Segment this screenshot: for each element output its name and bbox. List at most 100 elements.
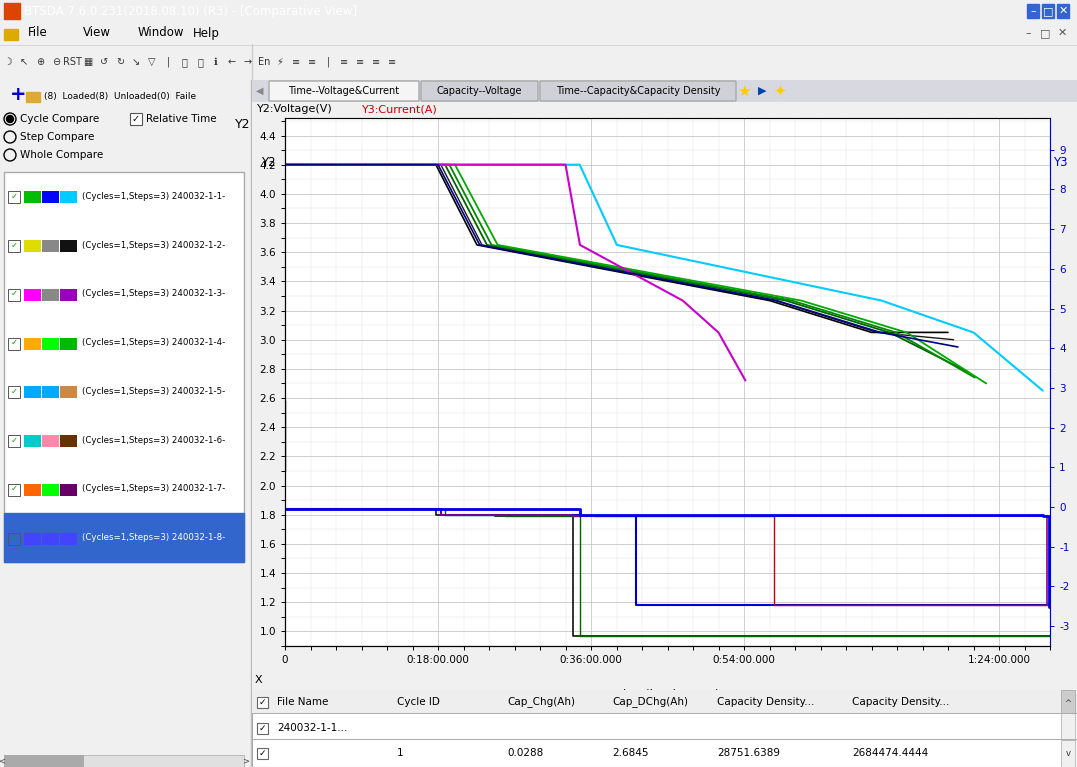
Bar [60,484,76,496]
Text: ✓: ✓ [11,387,17,396]
Bar [60,192,76,203]
Text: –: – [1025,28,1031,38]
Text: ▶: ▶ [758,86,766,96]
Text: |: | [326,57,330,67]
Bar [1043,4,1054,18]
Bar [130,113,142,125]
Text: Capacity Density...: Capacity Density... [717,697,814,707]
Bar [24,337,41,350]
FancyBboxPatch shape [540,81,736,101]
Text: □: □ [1043,6,1053,16]
Text: Whole Compare: Whole Compare [20,150,103,160]
Text: ≡: ≡ [372,57,380,67]
Text: 240032-1-1...: 240032-1-1... [277,723,348,733]
Bar [1061,690,1075,740]
Text: (Cycles=1,Steps=3) 240032-1-3-: (Cycles=1,Steps=3) 240032-1-3- [82,289,225,298]
Text: ≡: ≡ [292,57,300,67]
Text: (Cycles=1,Steps=3) 240032-1-8-: (Cycles=1,Steps=3) 240032-1-8- [82,533,225,542]
FancyBboxPatch shape [269,81,419,101]
Text: (8)  Loaded(8)  Unloaded(0)  Faile: (8) Loaded(8) Unloaded(0) Faile [44,93,196,101]
Text: ✕: ✕ [1058,28,1066,38]
Bar [42,435,59,447]
Text: ✓: ✓ [11,338,17,347]
Bar [257,723,268,734]
Text: Y2: Y2 [261,156,276,169]
Text: Cycle ID: Cycle ID [397,697,439,707]
Bar [1061,690,1075,713]
Text: Y2: Y2 [235,118,251,131]
Bar [42,289,59,301]
Bar [60,337,76,350]
Bar [4,755,244,767]
Bar [24,435,41,447]
Text: Relative Time: Relative Time [146,114,216,124]
Bar [8,484,20,496]
Text: 1: 1 [397,748,404,758]
Text: ↺: ↺ [100,57,108,67]
Text: <: < [0,756,5,765]
Bar [24,289,41,301]
Bar [24,532,41,545]
Text: 0.0288: 0.0288 [507,748,543,758]
Text: ✓: ✓ [132,114,140,124]
Circle shape [6,116,14,123]
Bar [252,690,1077,713]
Bar [4,513,244,562]
Text: Time(h:min:s.ms): Time(h:min:s.ms) [616,689,719,702]
Text: ≡: ≡ [355,57,364,67]
Text: Y3: Y3 [1052,156,1067,169]
Text: BTSDA 7.6.0.231(2018.08.10) (R3) - [Comparative View]: BTSDA 7.6.0.231(2018.08.10) (R3) - [Comp… [24,5,358,18]
Bar [42,337,59,350]
Text: 2.6845: 2.6845 [612,748,648,758]
Text: Capacity Density...: Capacity Density... [852,697,949,707]
Bar [60,387,76,398]
Bar [4,755,84,767]
Bar [24,240,41,252]
Text: (Cycles=1,Steps=3) 240032-1-6-: (Cycles=1,Steps=3) 240032-1-6- [82,436,225,445]
Text: 2684474.4444: 2684474.4444 [852,748,928,758]
Bar [42,484,59,496]
Bar [8,289,20,301]
Text: ✓: ✓ [11,436,17,445]
Text: >: > [242,756,250,765]
Bar [4,172,244,562]
Text: Time--Capacity&Capacity Density: Time--Capacity&Capacity Density [556,86,721,96]
Bar [257,748,268,759]
Bar [8,240,20,252]
FancyBboxPatch shape [421,81,538,101]
Bar [60,435,76,447]
Text: ^: ^ [1064,700,1072,709]
Bar [8,532,20,545]
Text: +: + [10,85,27,104]
Text: ✓: ✓ [11,241,17,249]
Text: ↘: ↘ [132,57,140,67]
Text: ◀: ◀ [256,86,264,96]
Text: Step Compare: Step Compare [20,132,95,142]
Text: En: En [257,57,270,67]
Text: 📂: 📂 [181,57,187,67]
Text: X: X [254,675,262,685]
Bar [1027,4,1039,18]
Bar [24,484,41,496]
Text: (Cycles=1,Steps=3) 240032-1-1-: (Cycles=1,Steps=3) 240032-1-1- [82,192,225,201]
Text: ↖: ↖ [20,57,28,67]
Text: v: v [1065,749,1071,758]
Text: ☽: ☽ [3,57,12,67]
Text: ⚡: ⚡ [277,57,283,67]
Text: |: | [166,57,169,67]
Text: Cycle Compare: Cycle Compare [20,114,99,124]
Text: ⊖: ⊖ [52,57,60,67]
Text: Y2:Voltage(V): Y2:Voltage(V) [257,104,333,114]
Bar [60,289,76,301]
Text: ✓: ✓ [11,192,17,201]
Bar [257,697,268,708]
Bar [26,92,40,102]
Bar [42,387,59,398]
Text: Cap_Chg(Ah): Cap_Chg(Ah) [507,696,575,707]
Text: ≡: ≡ [388,57,396,67]
Text: ✓: ✓ [11,485,17,493]
Text: ✓: ✓ [11,533,17,542]
Bar [8,387,20,398]
Text: (Cycles=1,Steps=3) 240032-1-5-: (Cycles=1,Steps=3) 240032-1-5- [82,387,225,396]
Bar [24,387,41,398]
